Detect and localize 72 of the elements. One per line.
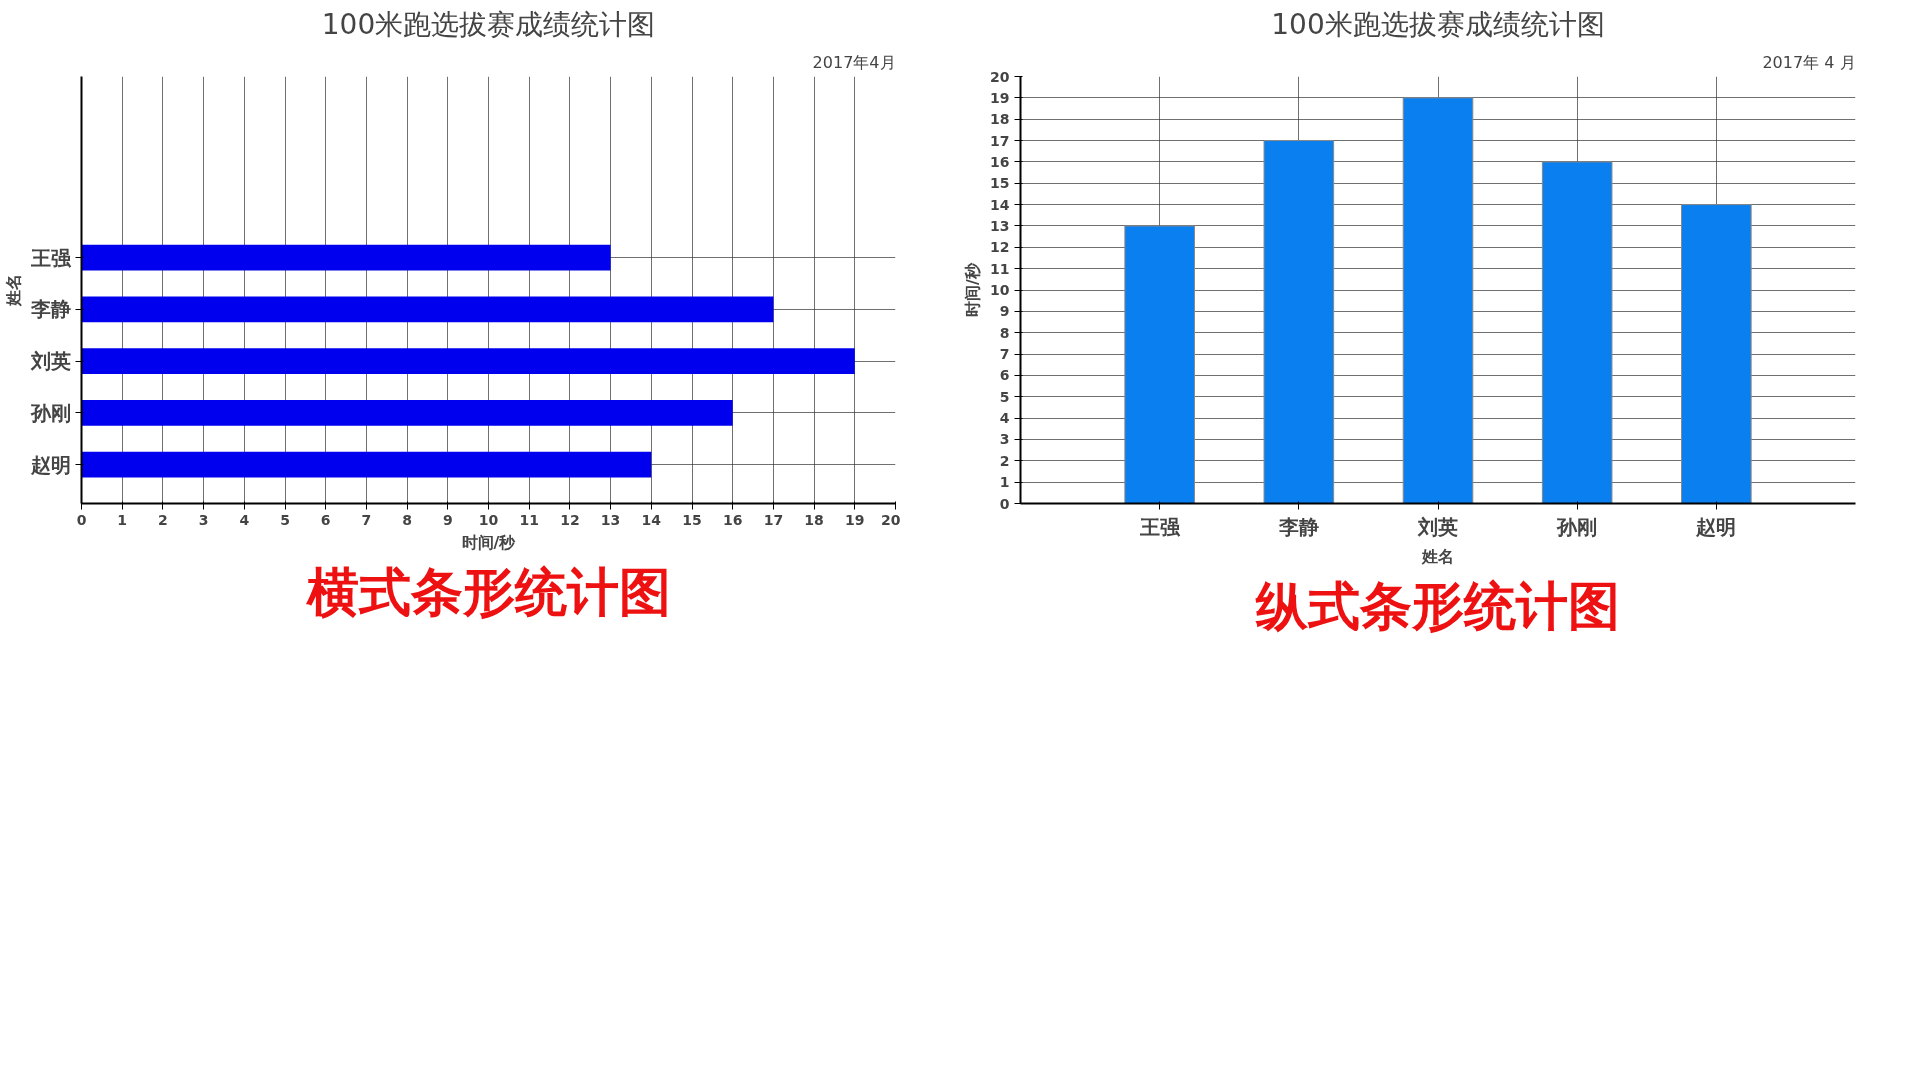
x-tick-label: 17 bbox=[763, 511, 784, 528]
y-tick-label: 10 bbox=[990, 282, 1010, 298]
chart-subtitle: 2017年 4 月 bbox=[1762, 52, 1856, 72]
x-tick-label: 7 bbox=[361, 511, 372, 528]
x-tick-label: 5 bbox=[280, 511, 290, 528]
bar bbox=[1263, 140, 1335, 504]
x-tick-label: 王强 bbox=[1138, 514, 1181, 539]
y-tick-label: 赵明 bbox=[29, 452, 71, 477]
chart-subtitle: 2017年4月 bbox=[812, 52, 896, 72]
x-tick-label: 18 bbox=[804, 511, 824, 528]
y-tick-label: 1 bbox=[999, 474, 1010, 491]
text: 横式条形统计图 bbox=[304, 561, 671, 622]
bar bbox=[1124, 225, 1195, 504]
x-tick-label: 9 bbox=[442, 511, 453, 528]
bar bbox=[1541, 161, 1613, 504]
y-tick-label: 20 bbox=[990, 68, 1010, 85]
y-tick-label: 5 bbox=[999, 388, 1010, 405]
y-tick-label: 17 bbox=[990, 132, 1010, 149]
y-tick-label: 7 bbox=[999, 346, 1010, 363]
y-tick-label: 12 bbox=[990, 239, 1010, 256]
x-tick-label: 16 bbox=[722, 511, 743, 528]
x-tick-label: 赵明 bbox=[1695, 514, 1737, 539]
bar bbox=[81, 296, 774, 323]
x-tick-label: 15 bbox=[682, 511, 702, 528]
x-tick-label: 0 bbox=[76, 511, 87, 528]
x-tick-label: 14 bbox=[641, 511, 662, 528]
x-tick-label: 1 bbox=[117, 511, 128, 528]
x-tick-label: 6 bbox=[320, 511, 331, 528]
y-tick-label: 0 bbox=[999, 495, 1010, 512]
x-axis-title: 姓名 bbox=[1421, 546, 1454, 566]
x-tick-label: 13 bbox=[600, 511, 621, 528]
x-tick-label: 孙刚 bbox=[1556, 514, 1598, 539]
x-tick-label: 10 bbox=[478, 511, 499, 528]
y-tick-label: 3 bbox=[999, 431, 1010, 448]
x-tick-label: 8 bbox=[402, 511, 412, 528]
y-tick-label: 王强 bbox=[29, 245, 72, 270]
y-tick-label: 18 bbox=[990, 111, 1010, 128]
y-axis-title: 姓名 bbox=[3, 274, 23, 307]
x-tick-label: 11 bbox=[519, 511, 539, 528]
y-tick-label: 2 bbox=[999, 452, 1010, 469]
y-tick-label: 刘英 bbox=[29, 349, 71, 374]
chart-title: 100米跑选拔赛成绩统计图 bbox=[1271, 7, 1605, 41]
bar bbox=[81, 244, 611, 271]
text: 纵式条形统计图 bbox=[1255, 575, 1620, 636]
y-tick-label: 14 bbox=[990, 196, 1010, 213]
x-tick-label: 19 bbox=[845, 511, 865, 528]
y-tick-label: 孙刚 bbox=[29, 400, 71, 425]
bar bbox=[81, 348, 855, 375]
y-tick-label: 4 bbox=[999, 410, 1010, 427]
y-tick-label: 8 bbox=[999, 324, 1010, 341]
y-tick-label: 19 bbox=[990, 89, 1010, 106]
bar bbox=[81, 451, 652, 478]
x-axis-title: 时间/秒 bbox=[461, 532, 517, 552]
bar bbox=[81, 399, 733, 426]
x-tick-label: 20 bbox=[881, 511, 901, 528]
x-tick-label: 2 bbox=[158, 511, 168, 528]
x-tick-label: 12 bbox=[560, 511, 580, 528]
y-tick-label: 9 bbox=[999, 303, 1010, 320]
y-tick-label: 15 bbox=[990, 175, 1010, 192]
x-tick-label: 3 bbox=[198, 511, 209, 528]
y-tick-label: 13 bbox=[990, 217, 1010, 234]
chart-title: 100米跑选拔赛成绩统计图 bbox=[321, 7, 656, 41]
y-axis-title: 时间/秒 bbox=[963, 262, 983, 317]
y-tick-label: 李静 bbox=[29, 297, 71, 322]
y-tick-label: 6 bbox=[999, 367, 1010, 384]
x-tick-label: 4 bbox=[239, 511, 250, 528]
x-tick-label: 刘英 bbox=[1417, 514, 1458, 539]
y-tick-label: 11 bbox=[990, 260, 1010, 277]
y-tick-label: 16 bbox=[990, 153, 1010, 170]
bar bbox=[1681, 204, 1752, 504]
bar bbox=[1402, 97, 1474, 504]
x-tick-label: 李静 bbox=[1277, 514, 1319, 539]
